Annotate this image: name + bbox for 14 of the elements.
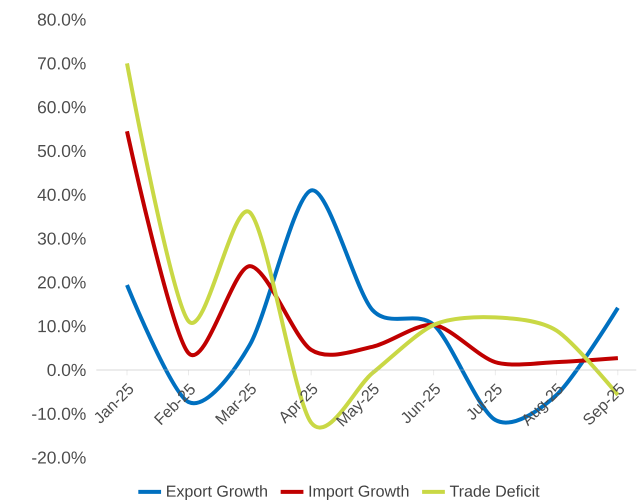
- y-tick-label: 0.0%: [47, 364, 86, 376]
- y-tick-label: 60.0%: [38, 101, 86, 114]
- y-tick-label: 40.0%: [38, 188, 86, 201]
- legend-label: Import Growth: [310, 485, 408, 500]
- legend-label: Export Growth: [167, 485, 267, 500]
- y-tick-label: -10.0%: [32, 408, 86, 420]
- y-tick-label: 20.0%: [38, 276, 86, 289]
- y-tick-label: 80.0%: [38, 13, 86, 26]
- y-tick-label: 50.0%: [38, 144, 86, 158]
- y-tick-label: 10.0%: [38, 320, 86, 332]
- y-tick-label: 30.0%: [38, 232, 86, 245]
- y-tick-label: 70.0%: [38, 57, 86, 70]
- legend-label: Trade Deficit: [450, 485, 540, 497]
- y-tick-label: -20.0%: [32, 451, 86, 464]
